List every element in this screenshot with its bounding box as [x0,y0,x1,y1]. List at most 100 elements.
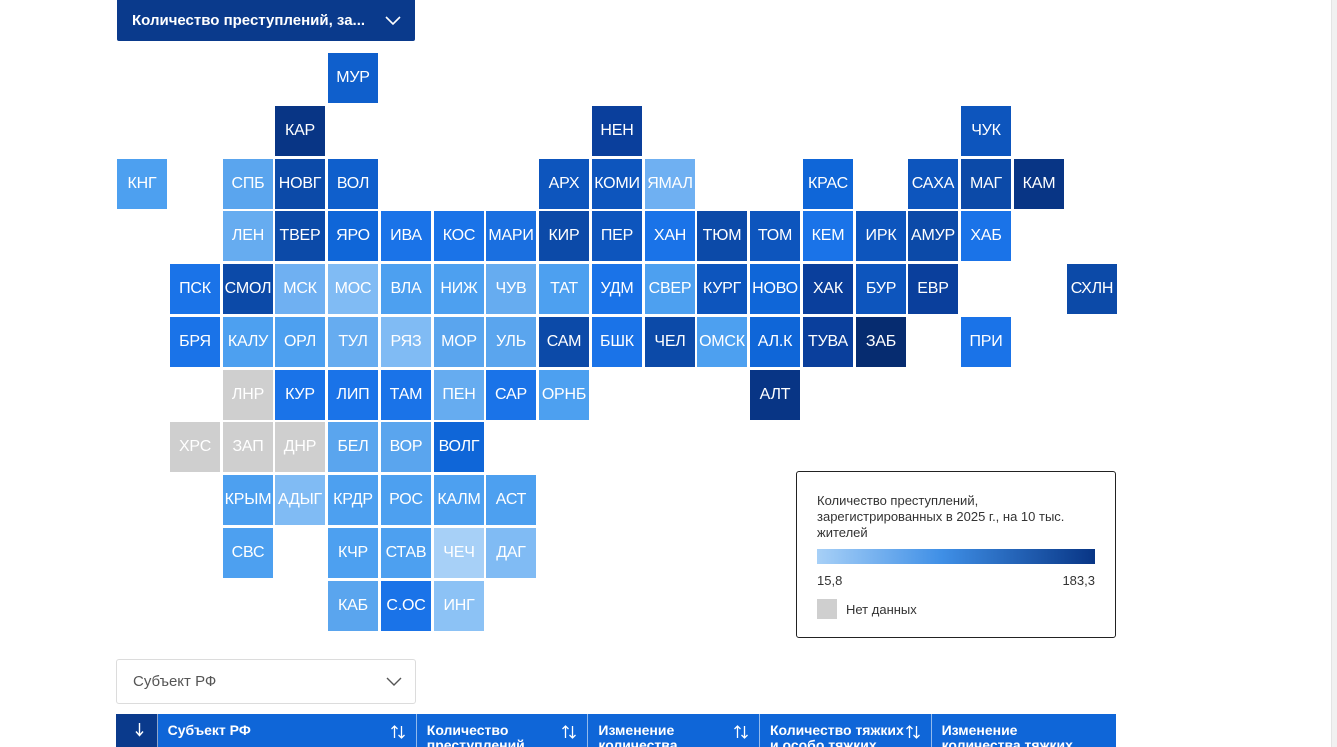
region-tile[interactable]: АСТ [486,475,536,525]
region-tile[interactable]: СХЛН [1067,264,1117,314]
region-tile[interactable]: ИРК [856,211,906,261]
region-tile[interactable]: КРДР [328,475,378,525]
region-tile[interactable]: БЕЛ [328,422,378,472]
region-tile[interactable]: ПЕН [434,370,484,420]
region-tile[interactable]: ПСК [170,264,220,314]
region-tile[interactable]: ТАТ [539,264,589,314]
region-tile[interactable]: С.ОС [381,581,431,631]
region-tile[interactable]: САМ [539,317,589,367]
column-header-grave-count[interactable]: Количество тяжких и особо тяжких [760,714,932,747]
region-tile[interactable]: КНГ [117,159,167,209]
region-tile[interactable]: ХАБ [961,211,1011,261]
region-tile[interactable]: КРАС [803,159,853,209]
region-tile[interactable]: ДНР [275,422,325,472]
region-tile[interactable]: ОМСК [697,317,747,367]
region-tile[interactable]: КОМИ [592,159,642,209]
region-tile[interactable]: КОС [434,211,484,261]
region-tile[interactable]: КАЛУ [223,317,273,367]
column-header-crime-count[interactable]: Количество преступлений [417,714,589,747]
region-tile[interactable]: УЛЬ [486,317,536,367]
region-tile[interactable]: ЧЕЛ [645,317,695,367]
region-tile[interactable]: УДМ [592,264,642,314]
column-header-subject[interactable]: Субъект РФ [158,714,417,747]
region-tile[interactable]: ПЕР [592,211,642,261]
region-tile[interactable]: ТАМ [381,370,431,420]
region-tile[interactable]: ИВА [381,211,431,261]
region-tile[interactable]: КУР [275,370,325,420]
legend-gradient-bar [817,549,1095,564]
region-tile[interactable]: КАМ [1014,159,1064,209]
region-tile[interactable]: ЧУВ [486,264,536,314]
region-tile[interactable]: БУР [856,264,906,314]
region-tile[interactable]: КАЛМ [434,475,484,525]
region-tile[interactable]: КРЫМ [223,475,273,525]
region-tile[interactable]: ИНГ [434,581,484,631]
region-tile[interactable]: БШК [592,317,642,367]
region-tile[interactable]: ТВЕР [275,211,325,261]
region-tile[interactable]: АЛТ [750,370,800,420]
region-tile[interactable]: СВС [223,528,273,578]
region-tile[interactable]: ТУВА [803,317,853,367]
table-header: Субъект РФ Количество преступлений Измен… [116,714,1116,747]
region-tile[interactable]: СВЕР [645,264,695,314]
region-tile[interactable]: ВОР [381,422,431,472]
region-tile[interactable]: ЗАБ [856,317,906,367]
region-tile[interactable]: СТАВ [381,528,431,578]
region-tile[interactable]: ПРИ [961,317,1011,367]
region-tile[interactable]: СПБ [223,159,273,209]
region-tile[interactable]: ЛНР [223,370,273,420]
sort-direction-header[interactable] [116,714,158,747]
region-tile[interactable]: ВОЛ [328,159,378,209]
region-tile[interactable]: АМУР [908,211,958,261]
region-tile[interactable]: НЕН [592,106,642,156]
region-tile[interactable]: ОРНБ [539,370,589,420]
region-tile[interactable]: РЯЗ [381,317,431,367]
region-tile[interactable]: АДЫГ [275,475,325,525]
region-tile[interactable]: МУР [328,53,378,103]
region-tile[interactable]: ЯМАЛ [645,159,695,209]
region-tile[interactable]: МАРИ [486,211,536,261]
region-tile[interactable]: АРХ [539,159,589,209]
region-tile[interactable]: АЛ.К [750,317,800,367]
region-tile[interactable]: НИЖ [434,264,484,314]
metric-dropdown[interactable]: Количество преступлений, за... [117,0,415,41]
region-tile[interactable]: САР [486,370,536,420]
region-tile[interactable]: САХА [908,159,958,209]
region-tile[interactable]: ХАН [645,211,695,261]
region-tile[interactable]: КЕМ [803,211,853,261]
region-tile[interactable]: КАБ [328,581,378,631]
region-tile[interactable]: ЗАП [223,422,273,472]
region-tile[interactable]: ВЛА [381,264,431,314]
region-tile[interactable]: ХАК [803,264,853,314]
region-tile[interactable]: ЕВР [908,264,958,314]
region-tile[interactable]: НОВГ [275,159,325,209]
region-tile[interactable]: ХРС [170,422,220,472]
region-tile[interactable]: ТЮМ [697,211,747,261]
region-tile[interactable]: СМОЛ [223,264,273,314]
column-header-grave-change[interactable]: Изменение количества тяжких [932,714,1116,747]
subject-select[interactable]: Субъект РФ [116,659,416,704]
region-tile[interactable]: МОР [434,317,484,367]
region-tile[interactable]: РОС [381,475,431,525]
region-tile[interactable]: МАГ [961,159,1011,209]
region-tile[interactable]: БРЯ [170,317,220,367]
region-tile[interactable]: ЛИП [328,370,378,420]
region-tile[interactable]: ЧЕЧ [434,528,484,578]
region-tile[interactable]: ТОМ [750,211,800,261]
region-tile[interactable]: МОС [328,264,378,314]
page-scrollbar[interactable] [1331,0,1337,747]
region-tile[interactable]: ТУЛ [328,317,378,367]
region-tile[interactable]: ЛЕН [223,211,273,261]
region-tile[interactable]: КИР [539,211,589,261]
region-tile[interactable]: ЧУК [961,106,1011,156]
region-tile[interactable]: КУРГ [697,264,747,314]
column-header-crime-change[interactable]: Изменение количества [588,714,760,747]
region-tile[interactable]: ЯРО [328,211,378,261]
region-tile[interactable]: ДАГ [486,528,536,578]
region-tile[interactable]: ОРЛ [275,317,325,367]
region-tile[interactable]: ВОЛГ [434,422,484,472]
region-tile[interactable]: НОВО [750,264,800,314]
region-tile[interactable]: МСК [275,264,325,314]
region-tile[interactable]: КЧР [328,528,378,578]
region-tile[interactable]: КАР [275,106,325,156]
